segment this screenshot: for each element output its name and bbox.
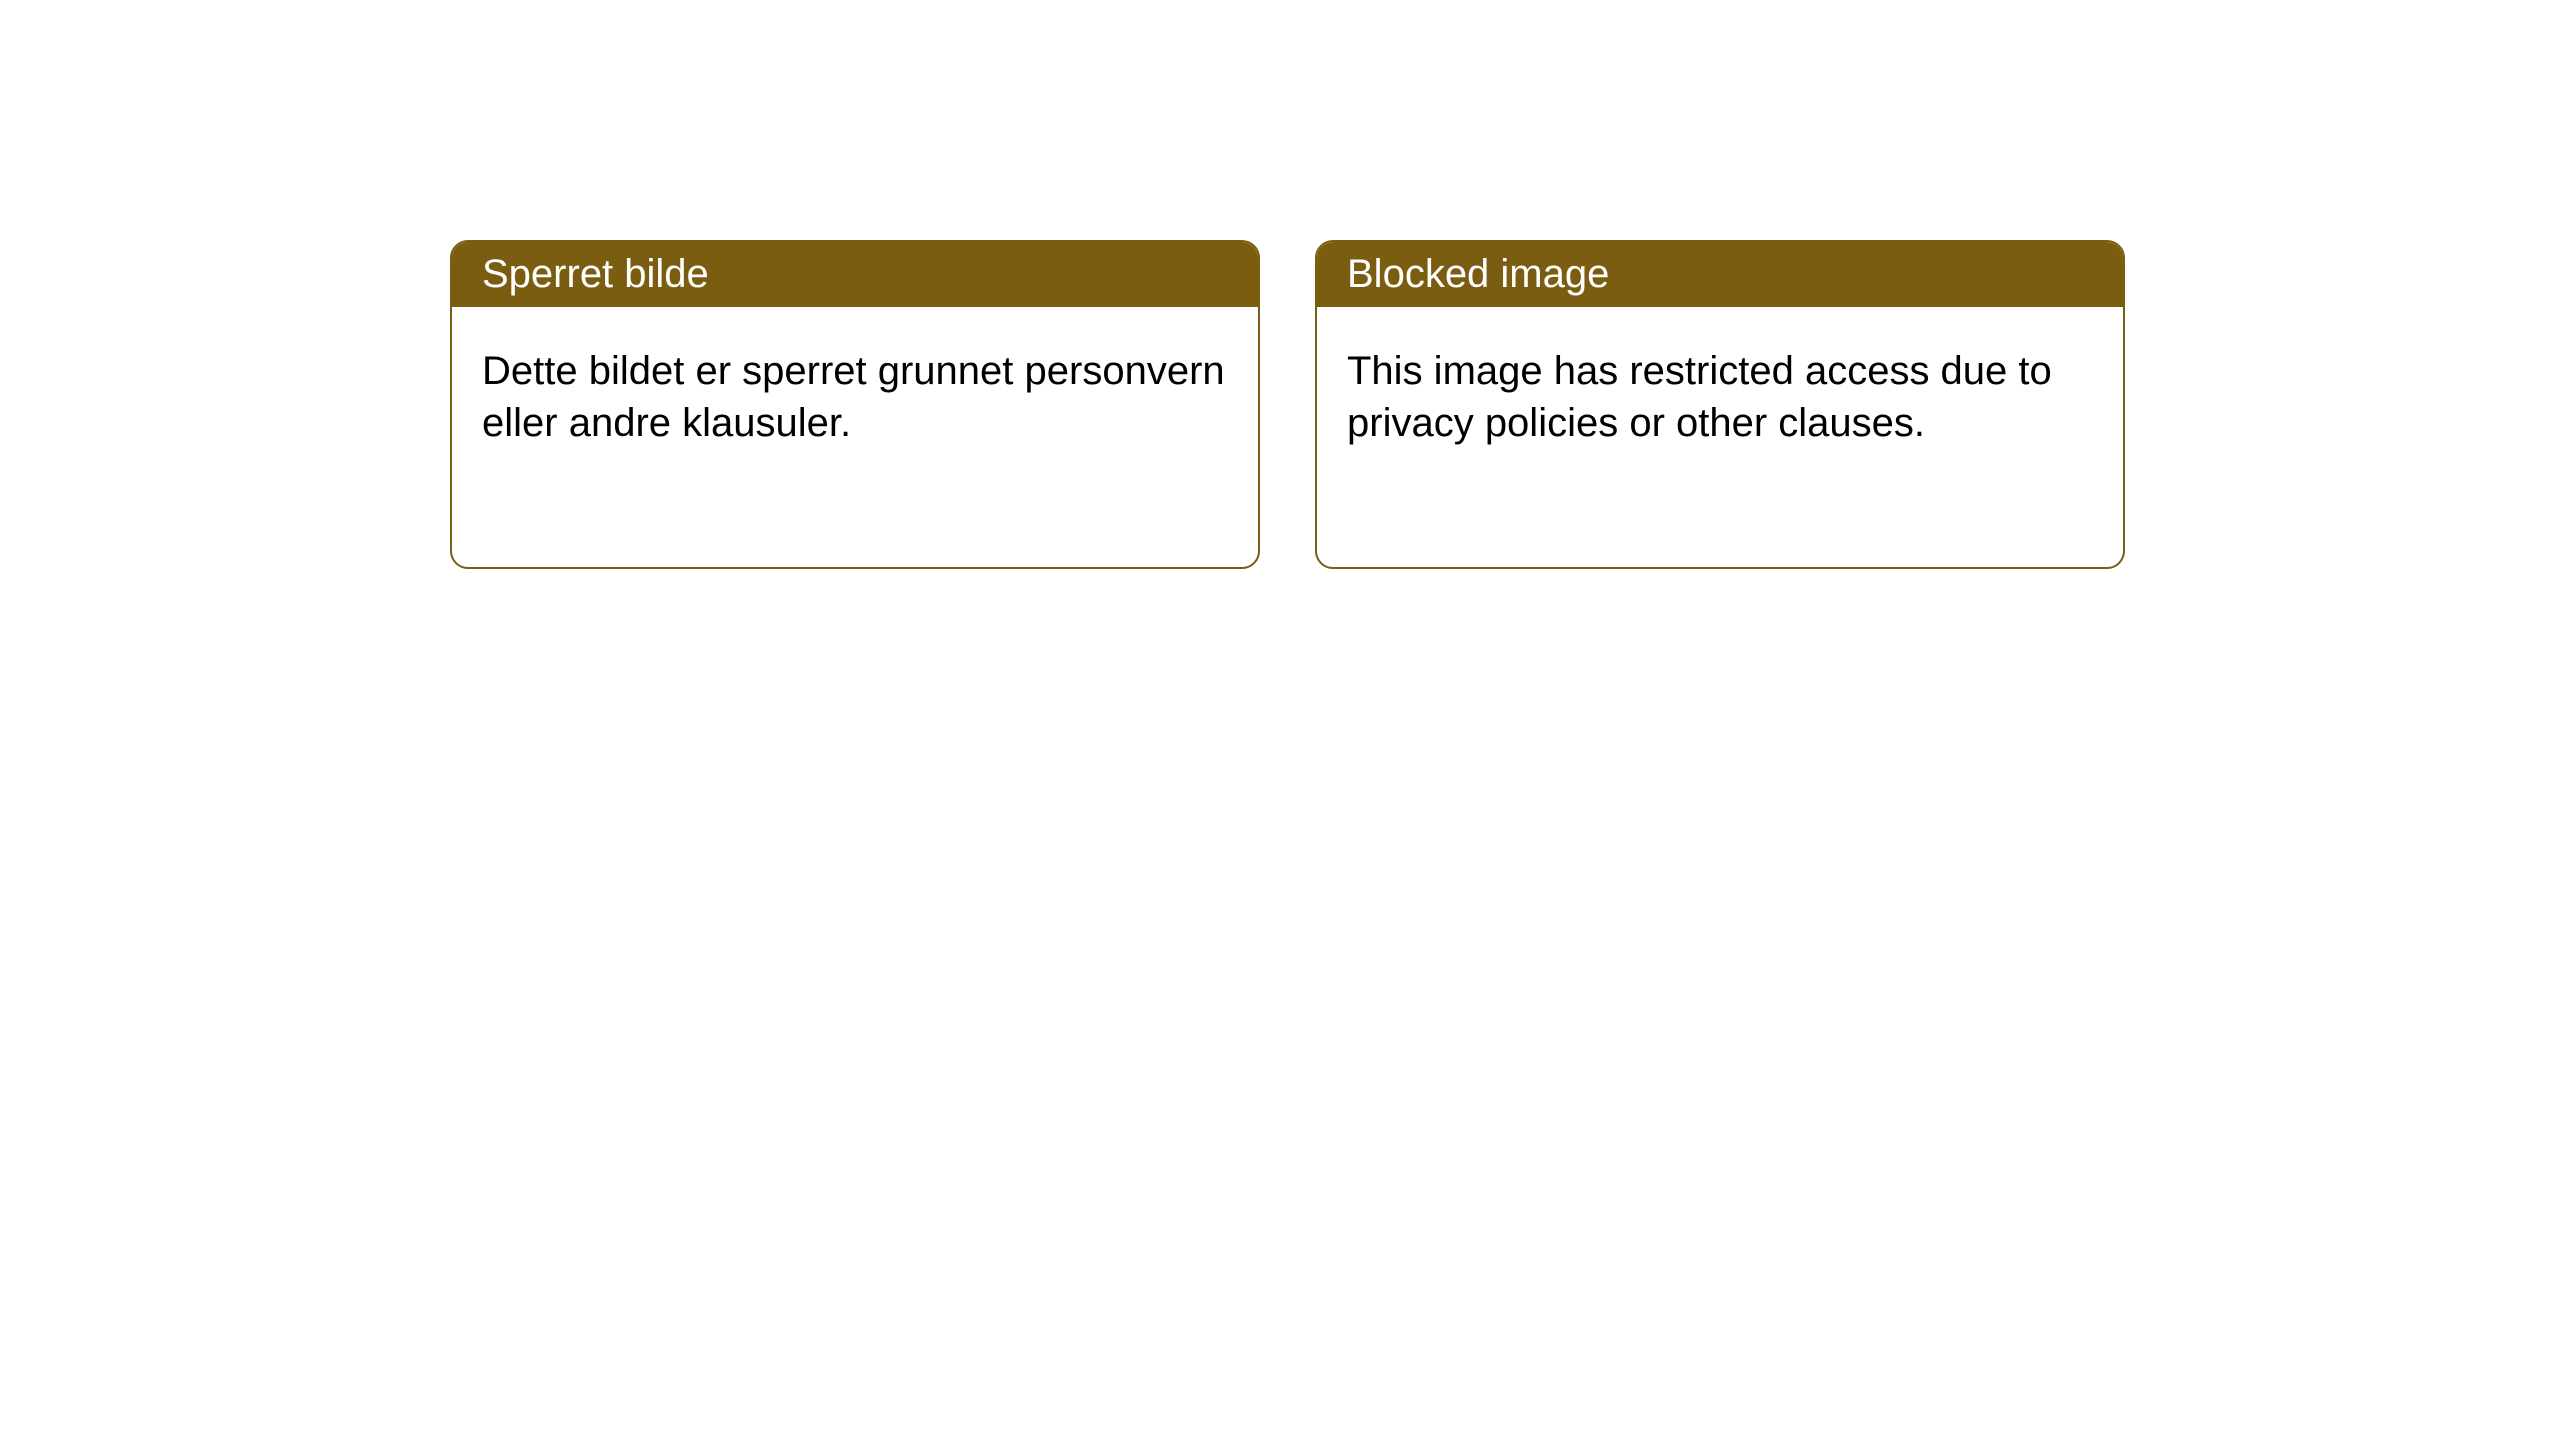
notice-card-english: Blocked image This image has restricted … <box>1315 240 2125 569</box>
notice-cards-container: Sperret bilde Dette bildet er sperret gr… <box>450 240 2125 569</box>
notice-card-norwegian: Sperret bilde Dette bildet er sperret gr… <box>450 240 1260 569</box>
notice-card-title: Sperret bilde <box>452 242 1258 307</box>
notice-card-message: Dette bildet er sperret grunnet personve… <box>452 307 1258 567</box>
notice-card-message: This image has restricted access due to … <box>1317 307 2123 567</box>
notice-card-title: Blocked image <box>1317 242 2123 307</box>
